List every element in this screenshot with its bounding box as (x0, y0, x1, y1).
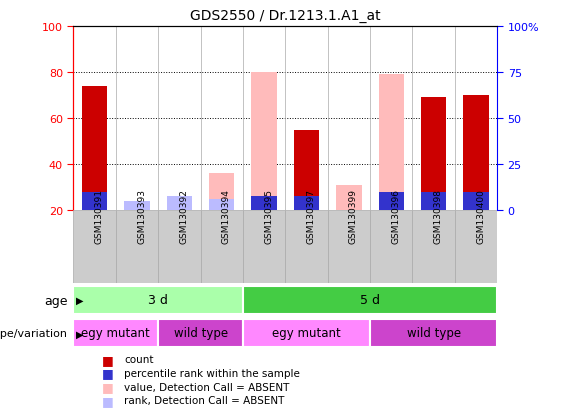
Bar (328, 211, 370, 283)
Bar (82, 192, 107, 211)
Bar (243, 211, 285, 283)
Text: GSM130398: GSM130398 (434, 189, 442, 244)
Text: GSM130391: GSM130391 (95, 189, 103, 244)
Text: GSM130392: GSM130392 (179, 189, 188, 244)
Bar (243, 320, 370, 347)
Text: GSM130397: GSM130397 (306, 189, 315, 244)
Text: 5 d: 5 d (360, 293, 380, 306)
Bar (294, 197, 319, 211)
Bar (463, 96, 489, 211)
Bar (251, 197, 277, 211)
Text: ■: ■ (102, 366, 114, 380)
Bar (167, 197, 192, 211)
Bar (336, 185, 362, 211)
Bar (73, 287, 243, 314)
Text: egy mutant: egy mutant (81, 326, 150, 339)
Title: GDS2550 / Dr.1213.1.A1_at: GDS2550 / Dr.1213.1.A1_at (190, 9, 381, 23)
Text: ▶: ▶ (76, 328, 84, 339)
Text: ■: ■ (102, 353, 114, 366)
Bar (370, 211, 412, 283)
Text: wild type: wild type (173, 326, 228, 339)
Bar (124, 202, 150, 211)
Text: rank, Detection Call = ABSENT: rank, Detection Call = ABSENT (124, 395, 285, 405)
Text: GSM130393: GSM130393 (137, 189, 146, 244)
Bar (379, 192, 404, 211)
Text: egy mutant: egy mutant (272, 326, 341, 339)
Bar (201, 211, 243, 283)
Bar (412, 211, 455, 283)
Bar (73, 211, 116, 283)
Bar (158, 211, 201, 283)
Bar (82, 87, 107, 211)
Text: 3 d: 3 d (148, 293, 168, 306)
Bar (167, 197, 192, 211)
Bar (209, 199, 234, 211)
Bar (116, 211, 158, 283)
Text: percentile rank within the sample: percentile rank within the sample (124, 368, 300, 378)
Bar (251, 73, 277, 211)
Bar (73, 320, 158, 347)
Text: age: age (44, 294, 68, 307)
Text: value, Detection Call = ABSENT: value, Detection Call = ABSENT (124, 382, 290, 392)
Text: GSM130394: GSM130394 (221, 189, 231, 244)
Bar (158, 320, 243, 347)
Text: count: count (124, 354, 154, 364)
Bar (370, 320, 497, 347)
Text: wild type: wild type (407, 326, 460, 339)
Bar (463, 192, 489, 211)
Bar (209, 174, 234, 211)
Bar (243, 287, 497, 314)
Bar (455, 211, 497, 283)
Text: ▶: ▶ (76, 295, 84, 306)
Bar (294, 130, 319, 211)
Text: ■: ■ (102, 380, 114, 393)
Text: GSM130396: GSM130396 (391, 189, 400, 244)
Text: genotype/variation: genotype/variation (0, 328, 68, 339)
Text: GSM130399: GSM130399 (349, 189, 358, 244)
Bar (379, 75, 404, 211)
Bar (251, 197, 277, 211)
Text: ■: ■ (102, 394, 114, 407)
Bar (421, 192, 446, 211)
Text: GSM130395: GSM130395 (264, 189, 273, 244)
Text: GSM130400: GSM130400 (476, 189, 485, 244)
Bar (421, 98, 446, 211)
Bar (285, 211, 328, 283)
